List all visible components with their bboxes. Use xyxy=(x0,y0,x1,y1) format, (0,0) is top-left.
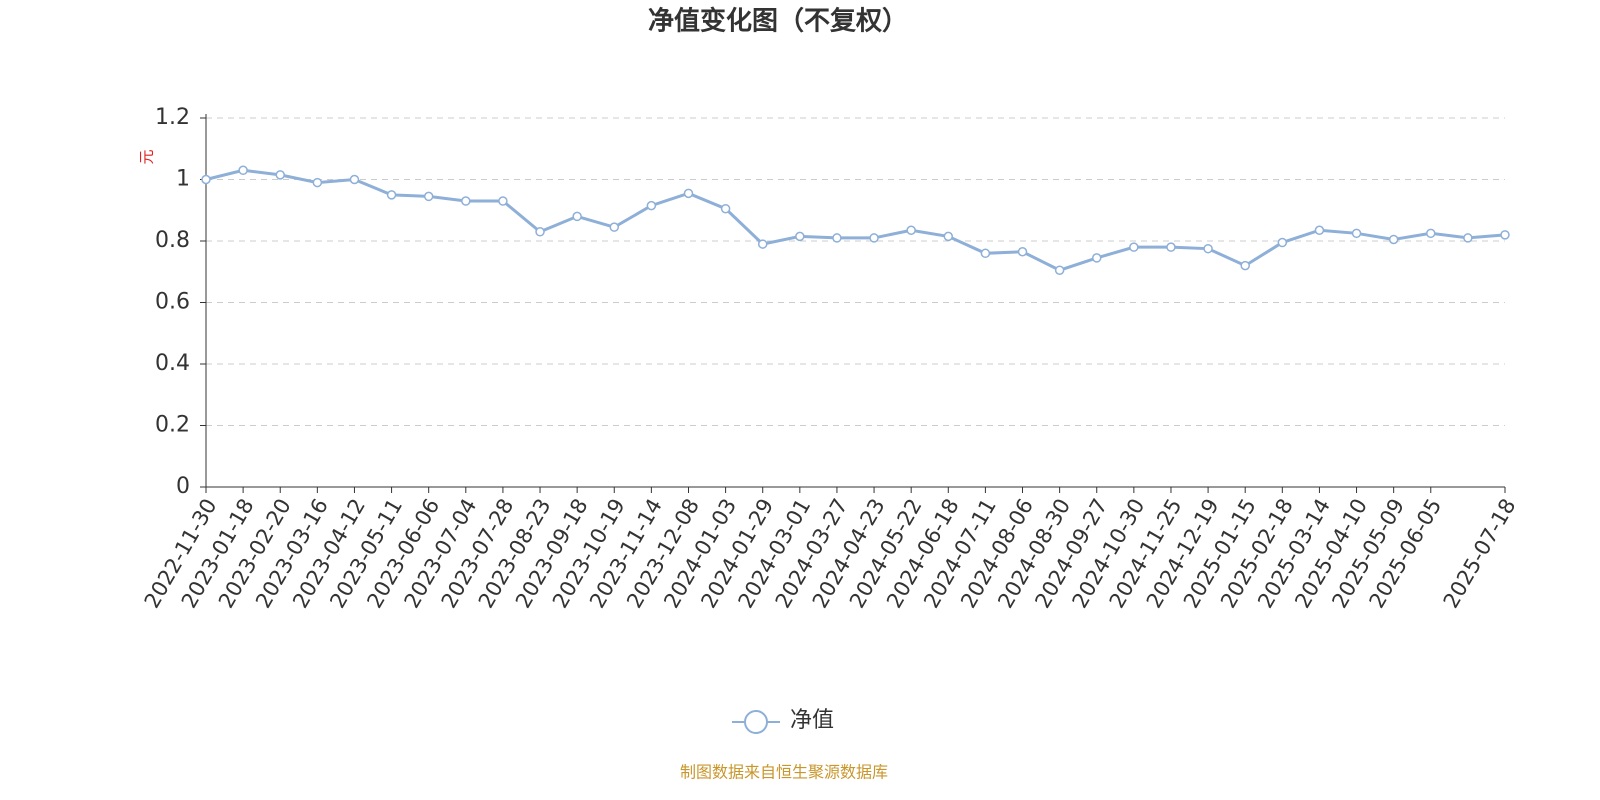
data-point xyxy=(869,233,879,243)
data-point xyxy=(498,196,508,206)
data-point xyxy=(1203,243,1213,254)
data-point xyxy=(1426,228,1436,239)
data-point xyxy=(1314,225,1325,235)
data-point xyxy=(1166,242,1176,252)
data-point xyxy=(201,174,211,185)
data-point xyxy=(572,211,582,222)
data-point xyxy=(535,227,545,237)
chart-title: 净值变化图（不复权） xyxy=(648,6,908,37)
y-tick-label: 1.2 xyxy=(155,105,190,130)
x-tick-label: 2025-07-18 xyxy=(1439,495,1521,613)
y-tick-label: 0.2 xyxy=(155,413,190,438)
data-point xyxy=(1277,237,1288,248)
data-point xyxy=(461,196,471,206)
data-point xyxy=(349,174,360,185)
y-tick-label: 1 xyxy=(176,167,190,192)
legend-marker xyxy=(744,710,768,734)
data-point xyxy=(943,231,954,242)
data-point xyxy=(1351,228,1362,239)
data-point xyxy=(646,200,657,211)
y-tick-label: 0 xyxy=(176,474,190,499)
data-point xyxy=(906,225,916,235)
y-tick-label: 0.8 xyxy=(155,228,190,253)
data-point xyxy=(386,190,397,200)
legend-label: 净值 xyxy=(790,708,834,733)
data-point xyxy=(609,222,620,232)
data-point xyxy=(795,231,805,242)
data-point xyxy=(1463,233,1473,243)
data-point xyxy=(1500,230,1510,240)
data-point xyxy=(720,203,731,214)
y-axis-label: 元 xyxy=(138,149,156,164)
data-point xyxy=(1017,247,1028,257)
data-point xyxy=(1240,260,1250,271)
data-point xyxy=(238,165,248,176)
y-tick-label: 0.6 xyxy=(155,290,190,315)
source-note: 制图数据来自恒生聚源数据库 xyxy=(680,763,888,782)
y-tick-label: 0.4 xyxy=(155,351,190,376)
data-point xyxy=(275,170,285,180)
data-point xyxy=(1129,242,1139,252)
data-line xyxy=(205,168,1506,272)
data-point xyxy=(1388,234,1399,245)
data-point xyxy=(423,191,434,202)
data-point xyxy=(757,239,768,249)
data-point xyxy=(1054,265,1065,275)
data-point xyxy=(683,188,694,199)
data-point xyxy=(832,233,842,243)
data-point xyxy=(980,248,991,259)
data-point xyxy=(1091,253,1102,263)
data-point xyxy=(312,177,323,188)
